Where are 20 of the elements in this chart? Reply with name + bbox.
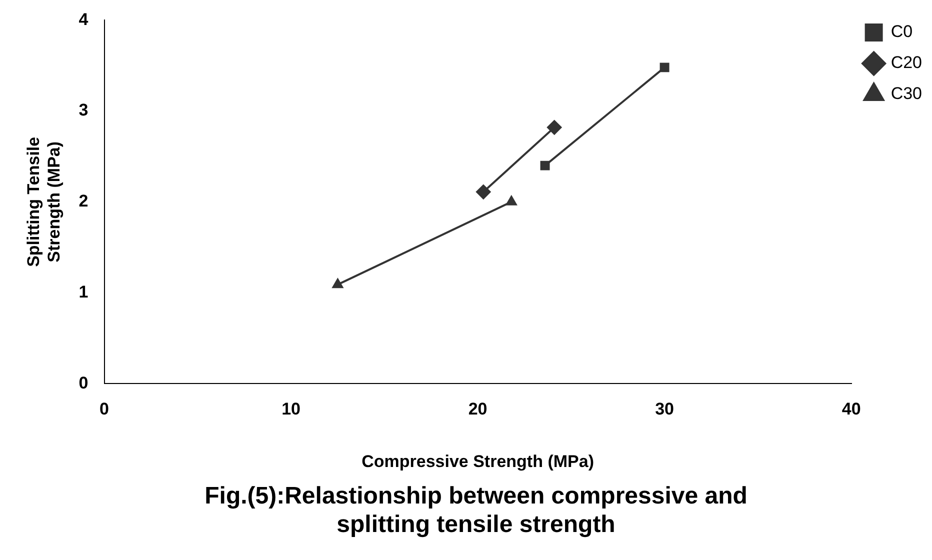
x-tick-label: 30	[655, 399, 674, 418]
point	[660, 62, 670, 72]
point	[546, 120, 562, 135]
y-tick-label: 2	[78, 192, 88, 211]
y-axis-title: Splitting Tensile Strength (MPa)	[24, 136, 64, 267]
y-tick-label: 4	[78, 10, 89, 29]
x-tick-label: 40	[842, 399, 861, 418]
point	[476, 184, 491, 200]
x-tick-label: 0	[100, 399, 109, 418]
y-tick-label: 3	[78, 100, 88, 120]
legend-label: C30	[890, 84, 922, 104]
legend-label: C20	[890, 53, 922, 72]
y-tick-label: 1	[78, 282, 88, 302]
text: Fig.(5):Relastionship between compressive and splitting tensile strength	[204, 482, 748, 538]
legend-label: C0	[890, 22, 913, 42]
x-tick-label: 20	[468, 399, 488, 418]
x-tick-label: 10	[282, 399, 300, 418]
y-tick-label: 0	[78, 373, 88, 392]
point	[540, 160, 550, 170]
x-axis-title: Compressive Strength (MPa)	[362, 452, 594, 471]
